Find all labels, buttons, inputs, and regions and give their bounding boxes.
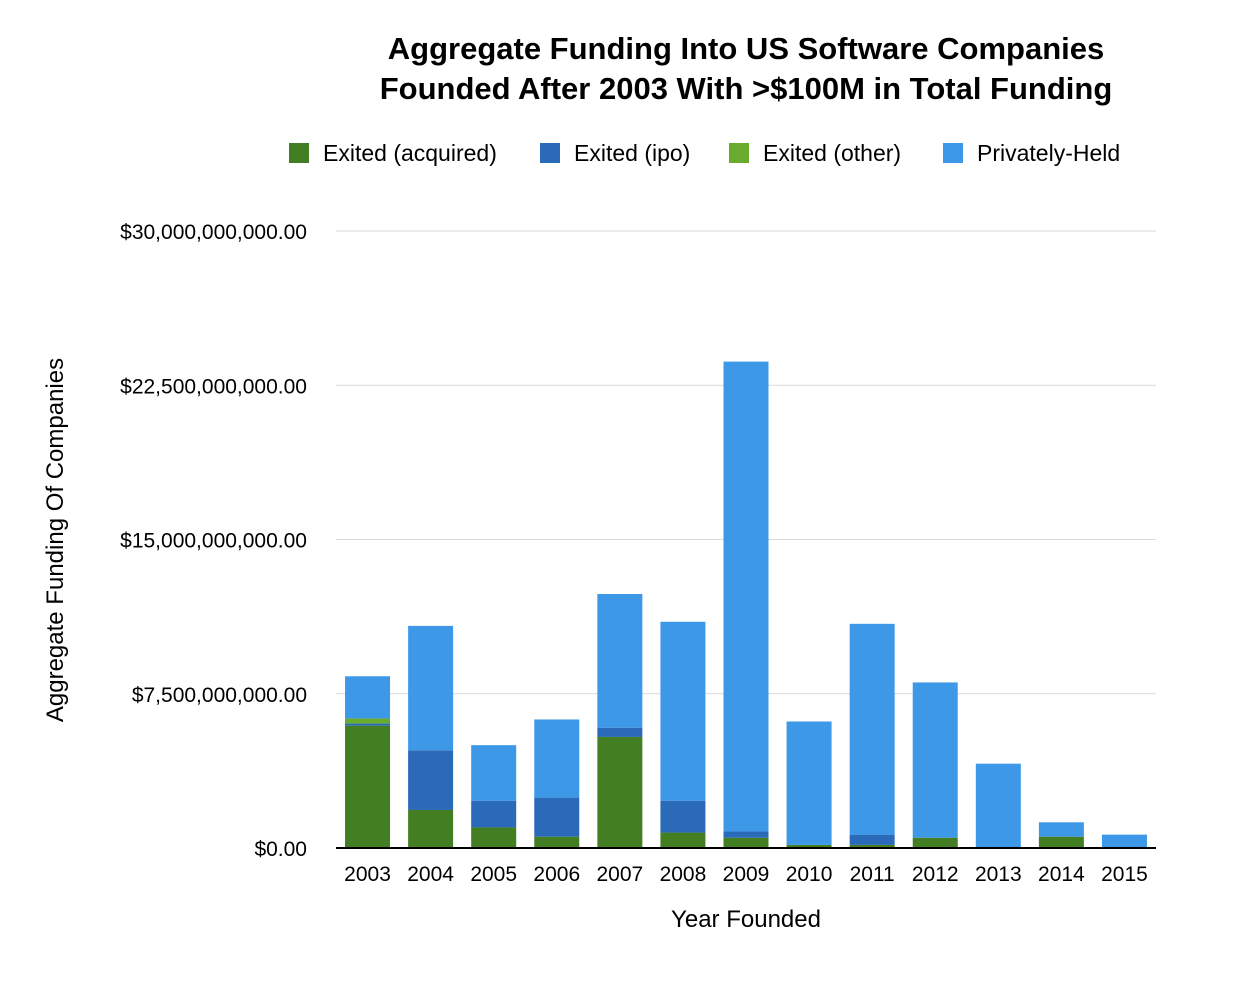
bar-segment — [534, 797, 580, 837]
legend-item: Privately-Held — [943, 140, 1120, 166]
bar-segment — [660, 621, 706, 801]
bar-segment — [408, 809, 454, 848]
bar-stack-2014 — [1038, 822, 1084, 848]
legend-swatch — [943, 143, 963, 163]
bar-segment — [534, 719, 580, 798]
y-tick-label: $22,500,000,000.00 — [120, 375, 307, 398]
bar-segment — [1038, 836, 1084, 848]
x-tick-label: 2007 — [596, 863, 643, 886]
bar-segment — [849, 623, 895, 835]
bar-segment — [471, 745, 517, 801]
bar-stack-2003 — [345, 676, 391, 848]
chart-title-line-2: Founded After 2003 With >$100M in Total … — [380, 71, 1113, 106]
legend-item: Exited (other) — [729, 140, 901, 166]
x-axis-ticks: 2003 2004 2005 2006 2007 2008 2009 2010 2011 2012… — [344, 863, 1148, 886]
bar-segment — [660, 832, 706, 848]
bar-segment — [1038, 822, 1084, 837]
bar-segment — [471, 800, 517, 828]
y-tick-label: $7,500,000,000.00 — [132, 684, 307, 707]
bar-stack-2011 — [849, 623, 895, 848]
bar-segment — [975, 763, 1021, 848]
bar-segment — [345, 723, 391, 726]
bar-stack-2013 — [975, 763, 1021, 848]
x-tick-label: 2006 — [533, 863, 580, 886]
bar-segment — [345, 676, 391, 719]
bar-stack-2009 — [723, 361, 769, 848]
legend: Exited (acquired) Exited (ipo) Exited (oth… — [289, 140, 1120, 166]
y-axis-ticks: $0.00 $7,500,000,000.00 $15,000,000,000.00… — [120, 221, 307, 861]
bar-segment — [345, 718, 391, 724]
bar-segment — [408, 750, 454, 810]
legend-item: Exited (acquired) — [289, 140, 497, 166]
bars — [345, 361, 1147, 848]
x-tick-label: 2013 — [975, 863, 1022, 886]
y-tick-label: $15,000,000,000.00 — [120, 530, 307, 553]
bar-segment — [723, 837, 769, 848]
bar-stack-2015 — [1101, 834, 1147, 848]
bar-segment — [597, 736, 643, 848]
bar-segment — [849, 844, 895, 848]
x-tick-label: 2003 — [344, 863, 391, 886]
bar-stack-2004 — [408, 625, 454, 848]
bar-segment — [471, 827, 517, 848]
x-tick-label: 2012 — [912, 863, 959, 886]
x-tick-label: 2009 — [723, 863, 770, 886]
x-tick-label: 2010 — [786, 863, 833, 886]
y-tick-label: $0.00 — [254, 838, 307, 861]
y-axis-label: Aggregate Funding Of Companies — [42, 358, 69, 722]
bar-segment — [723, 361, 769, 832]
y-tick-label: $30,000,000,000.00 — [120, 221, 307, 244]
x-tick-label: 2008 — [660, 863, 707, 886]
bar-segment — [912, 682, 958, 838]
legend-label: Exited (ipo) — [574, 140, 690, 166]
bar-segment — [723, 831, 769, 838]
bar-segment — [660, 800, 706, 833]
x-tick-label: 2014 — [1038, 863, 1085, 886]
bar-stack-2012 — [912, 682, 958, 848]
bar-stack-2006 — [534, 719, 580, 848]
bar-stack-2008 — [660, 621, 706, 848]
x-tick-label: 2015 — [1101, 863, 1148, 886]
bar-segment — [345, 725, 391, 848]
legend-label: Privately-Held — [977, 140, 1120, 166]
bar-segment — [1101, 834, 1147, 848]
legend-swatch — [289, 143, 309, 163]
bar-segment — [408, 625, 454, 751]
bar-segment — [849, 834, 895, 845]
chart-title: Aggregate Funding Into US Software Compa… — [380, 31, 1113, 106]
bar-segment — [786, 721, 832, 845]
bar-segment — [534, 836, 580, 848]
bar-segment — [597, 727, 643, 737]
bar-segment — [597, 594, 643, 728]
x-axis-label: Year Founded — [671, 906, 821, 933]
bar-segment — [786, 844, 832, 848]
x-tick-label: 2005 — [470, 863, 517, 886]
legend-label: Exited (other) — [763, 140, 901, 166]
x-tick-label: 2011 — [850, 863, 895, 886]
x-tick-label: 2004 — [407, 863, 454, 886]
bar-stack-2007 — [597, 594, 643, 848]
bar-segment — [912, 837, 958, 848]
legend-swatch — [729, 143, 749, 163]
legend-item: Exited (ipo) — [540, 140, 690, 166]
legend-label: Exited (acquired) — [323, 140, 497, 166]
legend-swatch — [540, 143, 560, 163]
bar-stack-2005 — [471, 745, 517, 848]
chart-title-line-1: Aggregate Funding Into US Software Compa… — [388, 31, 1104, 66]
bar-stack-2010 — [786, 721, 832, 848]
